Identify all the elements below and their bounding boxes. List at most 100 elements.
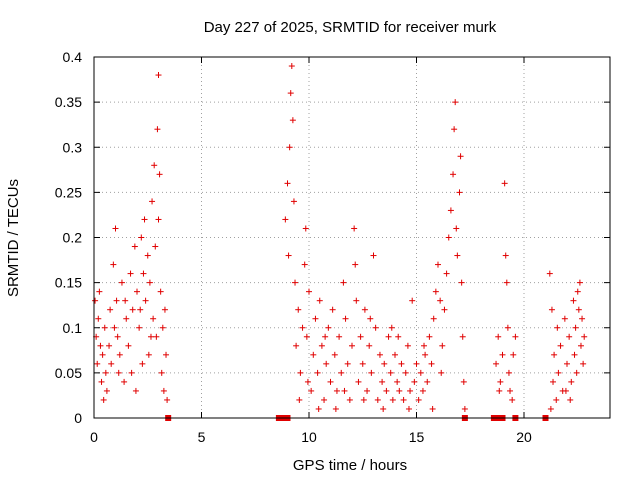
data-point — [452, 99, 459, 106]
data-point — [125, 342, 132, 349]
data-point — [103, 387, 110, 394]
data-point — [332, 405, 339, 412]
data-point — [92, 297, 99, 304]
data-point — [106, 342, 113, 349]
data-point — [355, 378, 362, 385]
data-point — [342, 315, 349, 322]
axis-ticks — [93, 56, 610, 419]
data-point — [108, 360, 115, 367]
x-tick-label: 20 — [516, 429, 532, 445]
data-point — [293, 342, 300, 349]
data-point — [318, 342, 325, 349]
data-point — [351, 225, 358, 232]
data-point — [580, 360, 587, 367]
data-point — [102, 369, 109, 376]
data-point — [315, 405, 322, 412]
data-point — [98, 378, 105, 385]
data-point — [310, 351, 317, 358]
data-point — [287, 90, 294, 97]
data-point — [122, 297, 129, 304]
data-point — [424, 378, 431, 385]
data-point — [285, 252, 292, 259]
data-point — [499, 351, 506, 358]
x-tick-label: 10 — [301, 429, 317, 445]
data-point — [138, 234, 145, 241]
data-point — [493, 360, 500, 367]
data-point — [387, 369, 394, 376]
data-point — [346, 396, 353, 403]
data-point — [302, 225, 309, 232]
plot-frame — [93, 56, 611, 419]
grid — [94, 57, 610, 418]
data-point — [450, 171, 457, 178]
data-point — [574, 288, 581, 295]
data-point — [562, 387, 569, 394]
data-point — [154, 126, 161, 133]
data-point — [340, 279, 347, 286]
x-tick-label: 15 — [409, 429, 425, 445]
data-point — [306, 288, 312, 295]
data-point — [94, 360, 101, 367]
data-point — [445, 234, 452, 241]
data-point — [398, 360, 405, 367]
data-point — [111, 324, 118, 331]
data-point — [304, 378, 311, 385]
data-point — [284, 180, 291, 187]
y-tick-label: 0.1 — [63, 320, 83, 336]
data-point — [353, 297, 360, 304]
data-point — [546, 270, 553, 277]
data-point — [504, 324, 511, 331]
data-point — [364, 387, 371, 394]
data-point — [505, 369, 512, 376]
data-point — [396, 387, 403, 394]
data-point — [454, 252, 461, 259]
data-point — [426, 333, 433, 340]
data-point — [292, 279, 299, 286]
data-point — [301, 261, 308, 268]
data-point — [338, 369, 345, 376]
data-point — [383, 387, 390, 394]
data-point — [144, 252, 151, 259]
data-point — [161, 306, 168, 313]
data-point — [389, 396, 396, 403]
data-point — [163, 351, 170, 358]
data-point — [303, 333, 310, 340]
data-point — [136, 324, 143, 331]
data-point — [132, 387, 139, 394]
data-point — [381, 360, 388, 367]
data-point — [336, 333, 343, 340]
data-point — [159, 324, 166, 331]
data-point — [400, 396, 407, 403]
data-point — [282, 216, 289, 223]
data-point — [150, 315, 157, 322]
data-points — [92, 63, 588, 421]
data-point — [110, 261, 117, 268]
data-point — [564, 360, 570, 367]
data-point — [118, 279, 125, 286]
data-point — [380, 405, 387, 412]
data-point — [447, 207, 454, 214]
data-point — [97, 342, 104, 349]
data-point — [116, 351, 123, 358]
data-point — [153, 333, 160, 340]
data-point — [571, 351, 578, 358]
data-point — [299, 324, 306, 331]
data-point — [507, 387, 514, 394]
data-point — [577, 342, 584, 349]
data-point — [95, 315, 102, 322]
y-tick-label: 0 — [74, 410, 82, 426]
data-point — [145, 351, 152, 358]
data-point — [290, 198, 297, 205]
data-point — [576, 279, 583, 286]
data-point — [402, 369, 409, 376]
y-tick-labels: 0 0.05 0.1 0.15 0.2 0.25 0.3 0.35 0.4 — [55, 49, 82, 426]
data-point — [164, 396, 171, 403]
data-point — [289, 117, 296, 124]
data-point — [114, 333, 121, 340]
data-point — [155, 216, 162, 223]
data-point — [155, 72, 162, 79]
data-point — [573, 369, 580, 376]
data-point — [140, 270, 147, 277]
data-point — [509, 396, 516, 403]
